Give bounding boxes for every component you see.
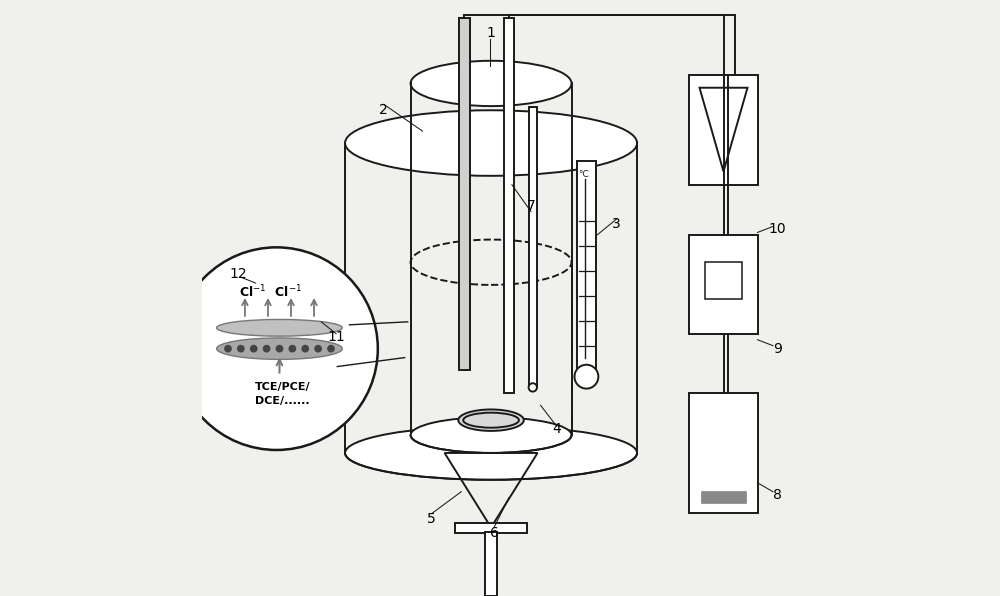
Text: 8: 8 xyxy=(773,488,782,502)
Bar xyxy=(459,18,470,370)
Text: 7: 7 xyxy=(527,198,535,213)
Ellipse shape xyxy=(411,417,572,453)
Circle shape xyxy=(224,344,232,353)
Ellipse shape xyxy=(529,383,537,392)
Text: 4: 4 xyxy=(552,422,561,436)
Bar xyxy=(701,491,746,503)
Circle shape xyxy=(175,247,378,450)
Circle shape xyxy=(288,344,296,353)
Bar xyxy=(689,235,758,334)
Circle shape xyxy=(327,344,335,353)
Text: 9: 9 xyxy=(773,342,782,356)
Circle shape xyxy=(314,344,322,353)
Circle shape xyxy=(237,344,245,353)
Circle shape xyxy=(301,344,309,353)
Text: 11: 11 xyxy=(327,330,345,344)
Bar xyxy=(705,262,742,299)
Text: TCE/PCE/: TCE/PCE/ xyxy=(255,383,310,392)
Bar xyxy=(455,523,527,533)
Text: °C: °C xyxy=(578,170,589,179)
Bar xyxy=(504,18,514,393)
Text: 6: 6 xyxy=(490,526,498,541)
Text: DCE/......: DCE/...... xyxy=(255,396,310,406)
Bar xyxy=(577,161,596,370)
Circle shape xyxy=(250,344,258,353)
Ellipse shape xyxy=(411,61,572,106)
Text: 10: 10 xyxy=(768,222,786,237)
Bar xyxy=(529,107,537,387)
Text: 12: 12 xyxy=(229,267,247,281)
Ellipse shape xyxy=(345,110,637,176)
Ellipse shape xyxy=(217,319,342,336)
Text: 1: 1 xyxy=(486,26,495,40)
Ellipse shape xyxy=(217,338,342,359)
Bar xyxy=(689,74,758,185)
Circle shape xyxy=(263,344,270,353)
Bar xyxy=(485,532,497,596)
Text: 5: 5 xyxy=(427,511,436,526)
Text: Cl$^{-1}$  Cl$^{-1}$: Cl$^{-1}$ Cl$^{-1}$ xyxy=(239,284,302,300)
Bar xyxy=(689,393,758,513)
Text: 2: 2 xyxy=(379,103,388,117)
Ellipse shape xyxy=(458,409,524,431)
Circle shape xyxy=(276,344,283,353)
Circle shape xyxy=(575,365,598,389)
Text: 3: 3 xyxy=(612,216,621,231)
Ellipse shape xyxy=(345,426,637,480)
